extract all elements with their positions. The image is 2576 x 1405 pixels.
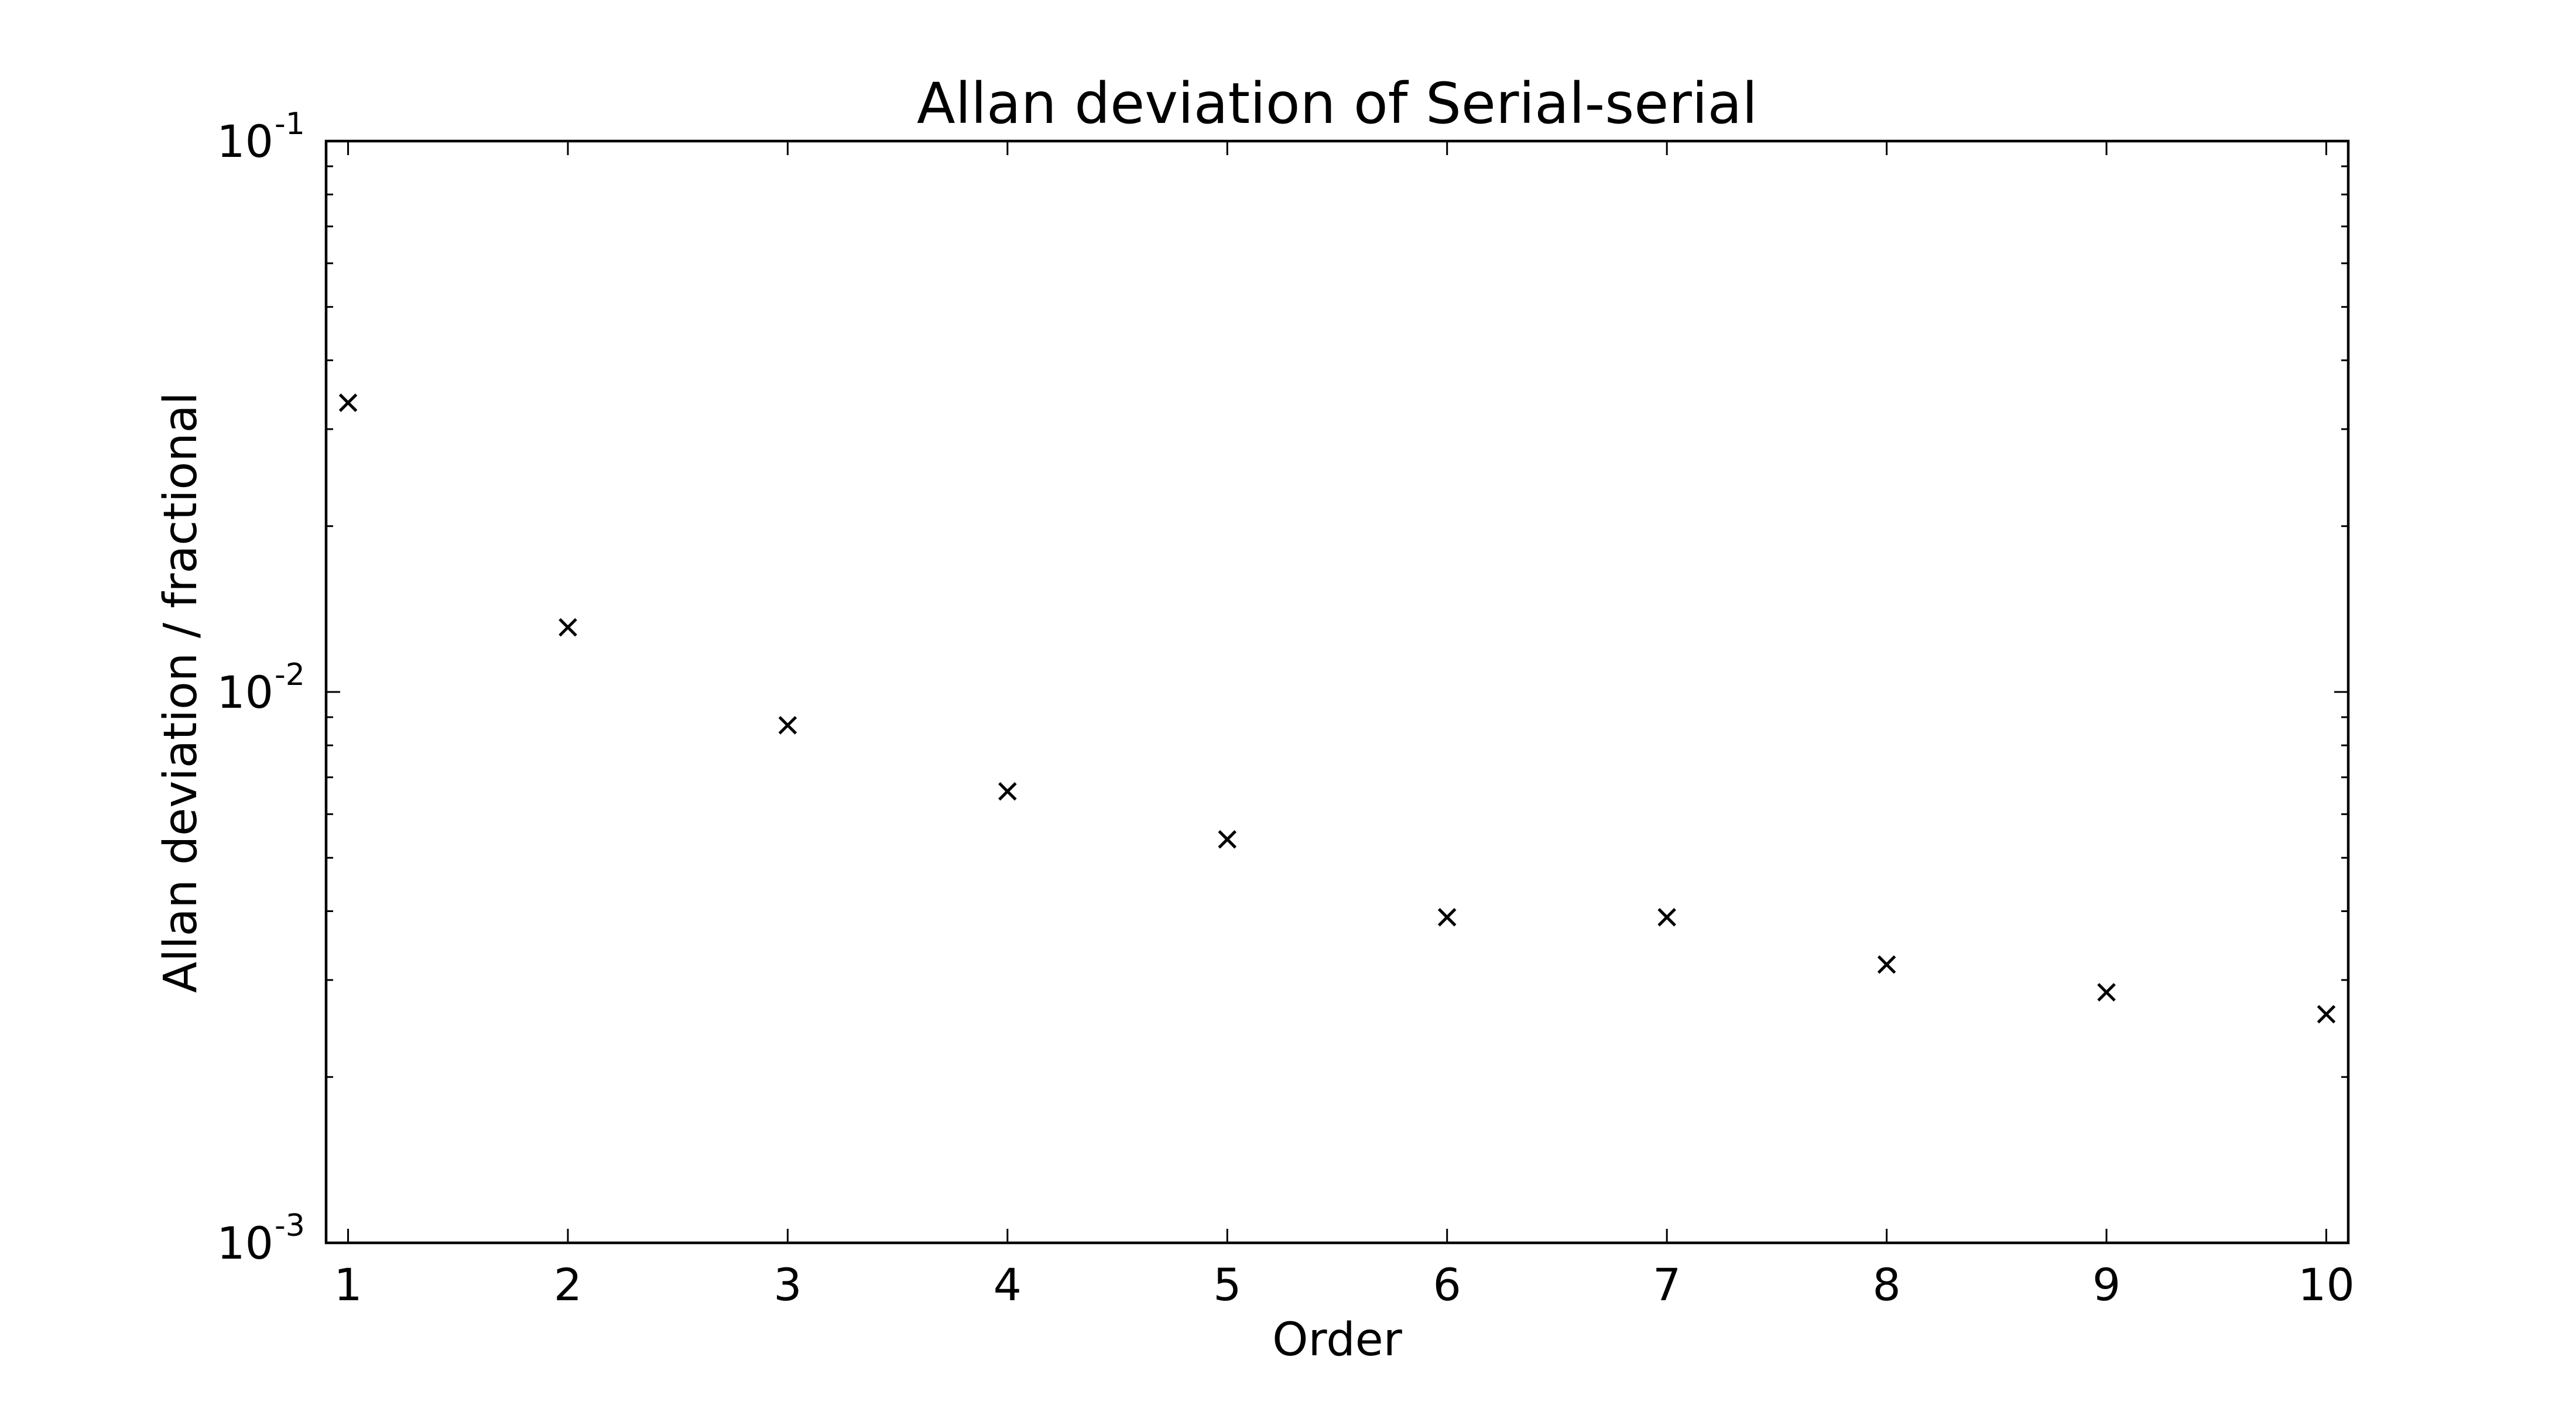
x-tick-label: 3 [773,1259,801,1311]
data-point [2317,1005,2336,1024]
x-tick-label: 2 [554,1259,582,1311]
x-tick-label: 7 [1653,1259,1681,1311]
x-tick-label: 8 [1872,1259,1900,1311]
x-tick-label: 6 [1433,1259,1461,1311]
x-tick-label: 10 [2298,1259,2355,1311]
data-point [1218,830,1237,849]
y-axis-label: Allan deviation / fractional [155,392,207,993]
data-point [998,782,1017,801]
data-point [1877,955,1896,974]
data-points [338,393,2336,1024]
x-axis-label: Order [1272,1314,1403,1366]
y-tick-label: 10 [217,115,273,167]
y-tick-label: 10 [217,666,273,718]
data-point [778,716,797,735]
x-tick-label: 9 [2092,1259,2121,1311]
data-point [1437,908,1457,927]
data-point [338,393,358,412]
data-point [559,618,577,637]
data-point [1657,908,1676,927]
data-point [2097,983,2116,1002]
x-tick-label: 4 [994,1259,1022,1311]
y-tick-exponent: -1 [275,107,305,142]
y-tick-label: 10 [217,1217,273,1269]
y-tick-exponent: -3 [275,1208,305,1243]
chart-title: Allan deviation of Serial-serial [917,71,1758,136]
x-tick-label: 1 [334,1259,362,1311]
y-tick-exponent: -2 [275,657,305,693]
x-tick-label: 5 [1213,1259,1241,1311]
